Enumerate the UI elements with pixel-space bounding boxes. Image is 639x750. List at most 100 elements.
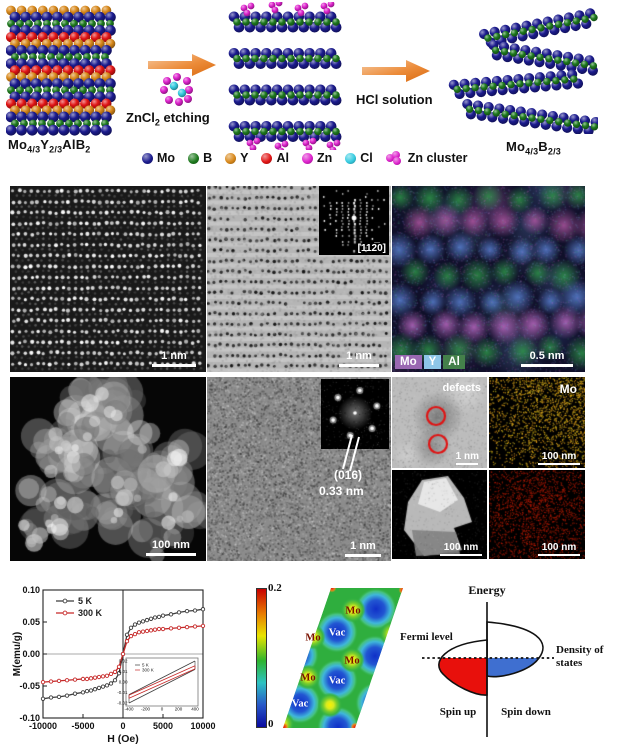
b-atom-icon: [563, 119, 572, 127]
b-atom-icon: [305, 91, 313, 99]
b-atom-icon: [287, 54, 295, 63]
x-axis-label: H (Oe): [107, 733, 139, 745]
formula-part: AlB: [62, 137, 86, 152]
b-atom-icon: [501, 30, 510, 39]
legend-item-b: B: [188, 151, 212, 165]
defects-label: defects: [442, 382, 481, 394]
b-atom-icon: [590, 13, 598, 22]
formula-sub: 4/3: [27, 144, 41, 155]
mo-atom-icon: [90, 124, 102, 136]
b-atom-icon: [296, 91, 304, 99]
vac-site-label: Vac: [329, 628, 346, 639]
b-atom-icon: [528, 25, 536, 34]
mo-atom-icon: [37, 45, 49, 56]
b-atom-icon: [552, 76, 560, 85]
inset-loop-line: [128, 669, 196, 704]
b-atom-icon: [242, 18, 250, 26]
cl-atom-icon: [169, 81, 179, 91]
mo-atom-icon: [101, 124, 112, 136]
hot-spot: [283, 722, 289, 728]
spin-down-occupied-fill: [487, 658, 539, 677]
mo-atom-icon: [16, 111, 27, 123]
b-atom-icon: [453, 85, 461, 94]
zn-atom-icon: [333, 139, 341, 147]
mo-atom-icon: [90, 111, 102, 123]
b-atom-icon: [188, 152, 200, 164]
data-marker: [40, 680, 46, 685]
b-atom-icon: [528, 114, 536, 122]
zn-atom-icon: [385, 154, 394, 162]
scale-bar-label: 100 nm: [443, 541, 479, 553]
crystal-structure-mbene: [448, 8, 598, 134]
scale-bar-label: 1 nm: [455, 450, 479, 462]
inset-loop-line: [128, 665, 196, 696]
mbene-slab: [448, 69, 584, 100]
b-atom-icon: [492, 109, 501, 117]
b-atom-icon: [580, 60, 589, 69]
fft-inset: [321, 379, 389, 449]
data-marker: [136, 630, 142, 635]
mo-site: [303, 588, 329, 603]
legend-label: 5 K: [78, 596, 93, 606]
b-atom-icon: [474, 106, 483, 115]
mo-atom-icon: [79, 45, 91, 56]
flake-image-canvas: [392, 470, 487, 559]
scale-bar: 1 nm: [455, 450, 479, 465]
legend-label: 300 K: [78, 608, 103, 618]
b-atom-icon: [510, 29, 519, 37]
data-marker: [124, 639, 130, 644]
b-atom-icon: [480, 83, 488, 91]
lattice-spacing-label: 0.33 nm: [319, 484, 364, 498]
fft-canvas: [321, 379, 389, 449]
b-atom-icon: [554, 20, 563, 29]
data-marker: [116, 671, 122, 676]
mo-eds-map-panel: Mo 100 nm: [489, 377, 585, 468]
data-marker: [140, 629, 146, 634]
b-atom-icon: [537, 115, 545, 123]
b-atom-icon: [323, 18, 331, 26]
flake-stem-panel: 100 nm: [392, 470, 487, 559]
inset-y-tick-label: -0.02: [117, 701, 128, 706]
mo-site-label: Mo: [305, 633, 320, 644]
b-atom-icon: [465, 105, 474, 113]
b-atom-icon: [507, 80, 515, 89]
b-atom-icon: [518, 50, 526, 59]
mo-atom-icon: [90, 45, 102, 56]
data-marker: [128, 625, 134, 630]
mo-atom-icon: [9, 78, 21, 90]
data-marker: [92, 675, 98, 680]
data-marker: [112, 678, 118, 683]
data-marker: [200, 607, 206, 612]
y-tick-label: 0.05: [22, 617, 40, 627]
hrtem-lattice-panel: (016) 0.33 nm 1 nm: [207, 377, 391, 561]
mo-atom-icon: [41, 11, 53, 23]
mo-atom-icon: [37, 124, 49, 136]
hot-spot: [350, 722, 360, 728]
mo-site: [283, 711, 295, 728]
scale-bar-label: 0.5 nm: [529, 350, 565, 363]
scale-bar-line: [152, 364, 196, 367]
al-atom-icon: [261, 152, 273, 164]
b-atom-icon: [545, 55, 553, 63]
data-marker: [40, 696, 46, 701]
b-atom-icon: [260, 54, 268, 63]
step1-sub: 2: [154, 117, 160, 128]
b-atom-icon: [242, 91, 250, 99]
b-atom-icon: [491, 46, 500, 55]
data-marker: [56, 678, 62, 684]
formula-sub: 2: [85, 144, 91, 155]
haadf-stem-panel: 1 nm: [10, 186, 206, 372]
zn-atom-icon: [249, 144, 257, 150]
b-atom-icon: [543, 77, 551, 86]
legend-item-cl: Cl: [345, 151, 373, 165]
zn-atom-icon: [301, 2, 309, 10]
legend-marker: [62, 610, 68, 616]
spin-up-outline: [438, 639, 488, 696]
scale-bar-label: 100 nm: [541, 541, 577, 553]
energy-axis-label: Energy: [468, 583, 505, 597]
mo-atom-icon: [142, 152, 153, 164]
b-atom-icon: [332, 127, 340, 136]
b-atom-icon: [65, 119, 73, 128]
scale-bar-line: [339, 364, 379, 367]
charge-density-panel: 0.2 0 Mo Mo Mo Mo Vac Vac Vac Vac: [250, 574, 408, 746]
